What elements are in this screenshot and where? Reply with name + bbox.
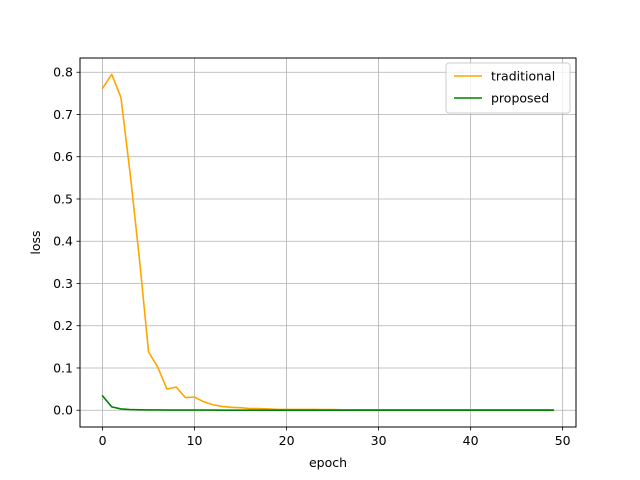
y-axis-label: loss [28, 230, 43, 254]
legend-label-traditional: traditional [491, 69, 555, 84]
x-tick-label: 40 [463, 433, 479, 448]
series-line-proposed [101, 395, 555, 411]
plot-frame [79, 57, 577, 428]
y-tick-label: 0.3 [53, 276, 73, 291]
x-tick-label: 10 [187, 433, 203, 448]
x-tick-label: 0 [99, 433, 107, 448]
series-layer [101, 73, 555, 411]
plot-area [80, 58, 576, 427]
x-axis-label: epoch [309, 455, 347, 470]
y-axis: 0.0 0.1 0.2 0.3 0.4 0.5 0.6 0.7 0.8 [53, 65, 80, 418]
x-axis: 0 10 20 30 40 50 [99, 427, 571, 448]
y-tick-label: 0.2 [53, 318, 73, 333]
x-tick-label: 50 [555, 433, 571, 448]
y-tick-label: 0.5 [53, 191, 73, 206]
legend-label-proposed: proposed [491, 91, 549, 106]
y-tick-label: 0.6 [53, 149, 73, 164]
legend: traditional proposed [445, 62, 571, 114]
y-tick-label: 0.4 [53, 234, 73, 249]
y-tick-label: 0.1 [53, 360, 73, 375]
y-tick-label: 0.8 [53, 65, 73, 80]
y-tick-label: 0.0 [53, 403, 73, 418]
y-tick-label: 0.7 [53, 107, 73, 122]
x-tick-label: 20 [279, 433, 295, 448]
x-tick-label: 30 [371, 433, 387, 448]
